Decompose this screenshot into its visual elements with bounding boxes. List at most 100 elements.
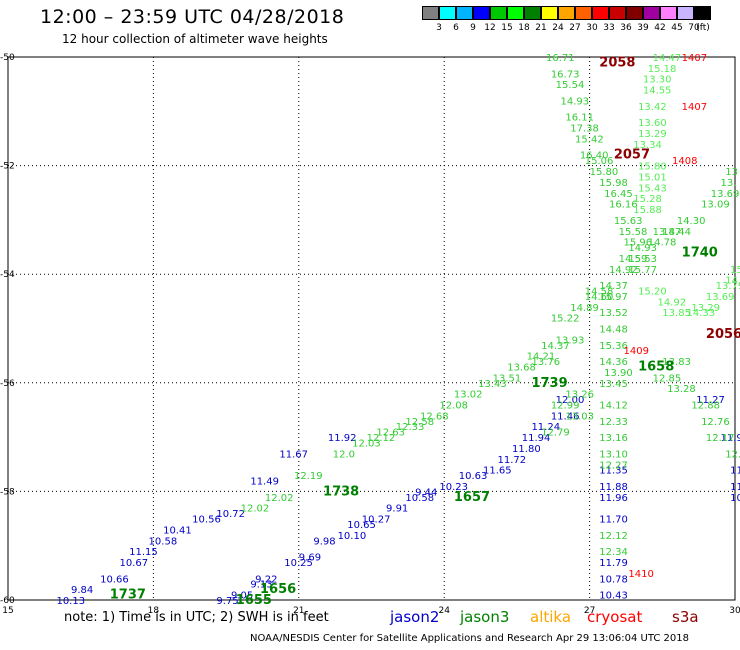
scale-label: 42 xyxy=(654,23,666,33)
scale-label: 70 xyxy=(688,23,700,33)
swh-value-label: 10.58 xyxy=(405,493,434,504)
swh-value-label: 12.12 xyxy=(599,531,628,542)
swh-value-label: 11.72 xyxy=(498,455,527,466)
scale-swatch xyxy=(592,6,609,20)
swh-value-label: 9.98 xyxy=(313,536,335,547)
swh-value-label: 10.27 xyxy=(362,515,391,526)
swh-value-label: 14.59 xyxy=(619,254,648,265)
swh-value-label: 11.49 xyxy=(250,477,279,488)
swh-value-label: 16.40 xyxy=(580,151,609,162)
swh-value-label: 12.58 xyxy=(405,417,434,428)
swh-value-label: 11.79 xyxy=(599,558,628,569)
scale-label: 45 xyxy=(671,23,683,33)
swh-value-label: 13.83 xyxy=(662,357,691,368)
swh-value-label: 13.09 xyxy=(701,200,730,211)
legend-note: note: 1) Time is in UTC; 2) SWH is in fe… xyxy=(64,610,329,625)
swh-value-label: 11.27 xyxy=(696,395,725,406)
swh-value-label: 10.58 xyxy=(149,536,178,547)
swh-value-label: 11. xyxy=(730,482,740,493)
x-tick-label: 15 xyxy=(2,606,13,616)
swh-value-label: 15.36 xyxy=(599,341,628,352)
swh-value-label: 10.66 xyxy=(100,574,129,585)
x-tick-label: 27 xyxy=(584,606,595,616)
swh-value-label: 1655 xyxy=(236,593,272,608)
swh-value-label: 11.70 xyxy=(599,515,628,526)
swh-value-label: 9.75 xyxy=(216,596,238,607)
swh-value-label: 11.46 xyxy=(551,411,580,422)
swh-value-label: 9.91 xyxy=(386,504,408,515)
swh-value-label: 15.80 xyxy=(590,167,619,178)
swh-value-label: 10.78 xyxy=(599,574,628,585)
swh-value-label: 15.97 xyxy=(599,292,628,303)
scale-swatch xyxy=(558,6,575,20)
swh-value-label: 15.77 xyxy=(628,265,657,276)
y-tick-label: -54 xyxy=(0,270,15,280)
swh-value-label: 13.68 xyxy=(507,363,536,374)
swh-value-label: 13.42 xyxy=(638,102,667,113)
swh-value-label: 12.8 xyxy=(725,449,740,460)
swh-value-label: 14.93 xyxy=(628,243,657,254)
swh-value-label: 13.87 xyxy=(653,227,682,238)
swh-value-label: 13.02 xyxy=(454,390,483,401)
swh-value-label: 15.28 xyxy=(633,194,662,205)
swh-value-label: 14.60 xyxy=(585,292,614,303)
swh-value-label: 12.79 xyxy=(541,428,570,439)
swh-value-label: 12.00 xyxy=(556,395,585,406)
swh-value-label: 13.93 xyxy=(556,335,585,346)
scale-label: 36 xyxy=(620,23,632,33)
page-title: 12:00 – 23:59 UTC 04/28/2018 xyxy=(40,6,345,28)
swh-value-label: 1656 xyxy=(260,582,296,597)
scale-label: 15 xyxy=(501,23,513,33)
legend-jason3: jason3 xyxy=(460,608,510,626)
swh-value-label: 12.63 xyxy=(376,428,405,439)
swh-value-label: 12.99 xyxy=(551,401,580,412)
swh-value-label: 12.02 xyxy=(265,493,294,504)
swh-value-label: 11.35 xyxy=(599,466,628,477)
x-tick-label: 18 xyxy=(148,606,160,616)
swh-value-label: 12.02 xyxy=(241,504,270,515)
swh-value-label: 15.58 xyxy=(619,227,648,238)
swh-value-label: 10.63 xyxy=(459,471,488,482)
swh-value-label: 13.10 xyxy=(599,449,628,460)
y-tick-label: -50 xyxy=(0,53,15,63)
swh-value-label: 15.20 xyxy=(638,286,667,297)
swh-value-label: 13.69 xyxy=(706,292,735,303)
swh-value-label: 13.03 xyxy=(565,411,594,422)
scale-swatch xyxy=(660,6,677,20)
swh-value-label: 11.88 xyxy=(599,482,628,493)
swh-value-label: 15.22 xyxy=(551,314,580,325)
scale-swatch xyxy=(422,6,439,20)
swh-value-label: 14.37 xyxy=(541,341,570,352)
swh-value-label: 10.67 xyxy=(119,558,148,569)
scale-swatch xyxy=(575,6,592,20)
scale-label: 33 xyxy=(603,23,615,33)
swh-value-label: 1737 xyxy=(110,588,146,603)
swh-value-label: 13.90 xyxy=(604,368,633,379)
swh-value-label: 13.85 xyxy=(662,308,691,319)
swh-value-label: 1658 xyxy=(638,360,674,375)
swh-value-label: 10.41 xyxy=(163,525,192,536)
swh-value-label: 15.53 xyxy=(628,254,657,265)
swh-value-label: 13.43 xyxy=(478,379,507,390)
swh-value-label: 12.34 xyxy=(599,547,628,558)
x-tick-label: 21 xyxy=(293,606,304,616)
swh-value-label: 13.52 xyxy=(599,308,628,319)
swh-value-label: 15.96 xyxy=(624,238,653,249)
y-tick-label: -60 xyxy=(0,596,15,606)
swh-value-label: 15.01 xyxy=(638,172,667,183)
swh-value-label: 13 xyxy=(725,167,738,178)
scale-swatch xyxy=(524,6,541,20)
swh-value-label: 1739 xyxy=(531,376,567,391)
scale-label: 18 xyxy=(518,23,530,33)
swh-value-label: 12.33 xyxy=(599,417,628,428)
swh-value-label: 9.44 xyxy=(415,487,437,498)
swh-value-label: 15.06 xyxy=(585,156,614,167)
swh-value-label: 13.28 xyxy=(667,384,696,395)
scale-swatch xyxy=(541,6,558,20)
swh-value-label: 14.30 xyxy=(677,216,706,227)
swh-value-label: 1410 xyxy=(628,569,653,580)
swh-value-label: 16.71 xyxy=(546,53,575,64)
scale-swatch xyxy=(473,6,490,20)
scale-swatch xyxy=(490,6,507,20)
swh-value-label: 15 xyxy=(730,265,740,276)
